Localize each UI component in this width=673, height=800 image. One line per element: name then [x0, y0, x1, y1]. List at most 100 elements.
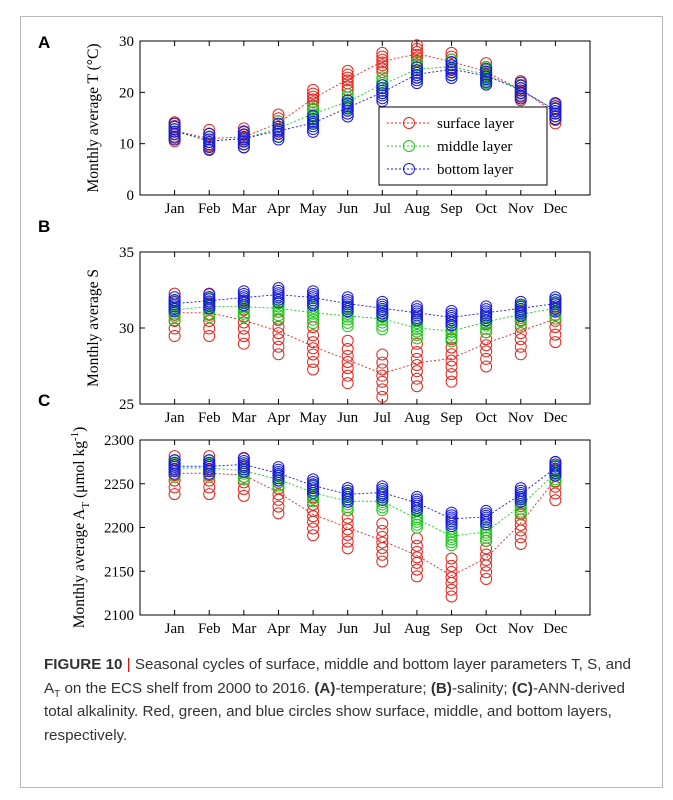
y-tick-label: 2300 [104, 433, 134, 449]
data-point-bottom [203, 454, 216, 467]
data-point-surface [445, 341, 458, 354]
data-point-surface [376, 524, 389, 537]
figure-caption: FIGURE 10 | Seasonal cycles of surface, … [44, 653, 644, 747]
data-point-bottom [549, 291, 562, 304]
data-point-bottom [272, 123, 285, 136]
data-point-surface [307, 529, 320, 542]
data-point-bottom [237, 287, 250, 300]
x-tick-label: Jan [165, 410, 185, 426]
data-point-surface [341, 355, 354, 368]
y-axis-label: Monthly average AT (μmol kg-1) [69, 427, 92, 629]
data-point-surface [203, 123, 216, 136]
data-point-bottom [549, 100, 562, 113]
data-point-bottom [514, 307, 527, 320]
data-point-bottom [549, 97, 562, 110]
data-point-surface [341, 349, 354, 362]
x-tick-label: Aug [404, 201, 430, 217]
y-tick-label: 25 [119, 397, 134, 413]
data-point-surface [445, 583, 458, 596]
x-tick-label: Feb [198, 201, 221, 217]
data-point-middle [307, 492, 320, 505]
data-point-middle [445, 332, 458, 345]
panel-letter-b: B [38, 217, 50, 236]
data-point-bottom [237, 455, 250, 467]
data-point-surface [514, 333, 527, 346]
data-point-surface [480, 572, 493, 585]
data-point-surface [445, 565, 458, 578]
data-point-bottom [376, 307, 389, 320]
data-point-surface [410, 359, 423, 372]
data-point-bottom [549, 113, 562, 126]
data-point-middle [410, 328, 423, 341]
data-point-surface [514, 327, 527, 340]
data-point-middle [272, 303, 285, 316]
data-point-middle [272, 312, 285, 325]
x-tick-label: Feb [198, 410, 221, 426]
data-point-surface [341, 535, 354, 548]
data-point-surface [480, 548, 493, 561]
data-point-bottom [410, 490, 423, 503]
data-point-surface [272, 333, 285, 346]
data-point-surface [341, 74, 354, 87]
x-tick-label: Jul [374, 201, 392, 217]
data-point-surface [376, 555, 389, 568]
data-point-bottom [272, 130, 285, 143]
data-point-middle [341, 308, 354, 321]
data-point-surface [376, 369, 389, 382]
data-point-bottom [307, 285, 320, 298]
y-tick-label: 20 [119, 85, 134, 101]
data-point-surface [376, 62, 389, 75]
x-tick-label: Dec [543, 621, 567, 637]
data-point-surface [480, 333, 493, 346]
data-point-bottom [307, 296, 320, 309]
data-point-surface [410, 48, 423, 61]
caption-panel-a-text: -temperature; [335, 679, 431, 697]
data-point-bottom [410, 300, 423, 313]
data-point-surface [410, 39, 423, 52]
data-point-surface [376, 530, 389, 543]
data-point-bottom [237, 285, 250, 298]
data-point-bottom [549, 458, 562, 471]
data-point-bottom [549, 302, 562, 315]
panel-letter-c: C [38, 391, 50, 410]
data-point-bottom [307, 123, 320, 136]
x-tick-label: Sep [440, 201, 463, 217]
data-point-bottom [376, 483, 389, 495]
caption-separator: | [126, 656, 131, 673]
x-tick-label: Mar [231, 201, 256, 217]
data-point-middle [307, 301, 320, 314]
data-point-middle [376, 316, 389, 329]
data-point-bottom [237, 130, 250, 143]
legend-marker-surface [403, 117, 415, 129]
panel-c: C 2100 2150 2200 2250 2300 Jan Feb Mar Apr May Jun J… [38, 391, 591, 637]
data-point-surface [410, 551, 423, 564]
data-point-surface [341, 542, 354, 555]
data-point-bottom [272, 117, 285, 130]
x-tick-label: Apr [267, 410, 290, 426]
data-point-surface [480, 345, 493, 358]
caption-panel-a-label: (A) [314, 679, 336, 697]
data-point-middle [445, 328, 458, 341]
y-label-part: Monthly average A [71, 508, 88, 628]
data-point-bottom [237, 128, 250, 141]
data-point-surface [203, 488, 216, 501]
data-point-bottom [203, 299, 216, 312]
y-axis-label: Monthly average S [85, 269, 102, 387]
x-tick-label: Jul [374, 621, 392, 637]
data-point-surface [410, 570, 423, 583]
data-point-surface [410, 352, 423, 365]
data-point-bottom [203, 133, 216, 146]
data-point-bottom [445, 307, 458, 320]
data-point-surface [549, 321, 562, 334]
data-point-middle [237, 304, 250, 317]
figure-label: FIGURE 10 [44, 656, 123, 673]
data-point-surface [445, 354, 458, 367]
data-point-surface [307, 336, 320, 349]
data-point-surface [410, 539, 423, 552]
data-point-bottom [514, 76, 527, 89]
data-point-bottom [203, 127, 216, 140]
data-point-surface [514, 340, 527, 353]
panel-letter-a: A [38, 33, 50, 52]
data-point-bottom [549, 110, 562, 123]
data-point-bottom [410, 493, 423, 506]
